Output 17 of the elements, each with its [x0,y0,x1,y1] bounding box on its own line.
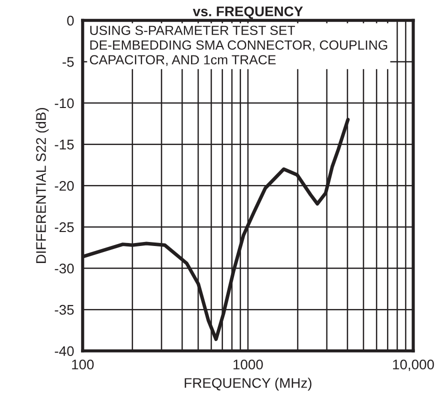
x-axis-title: FREQUENCY (MHz) [184,378,312,391]
annotation: DE-EMBEDDING SMA CONNECTOR, COUPLING CAPACITOR, AND 1cm TRACE [90,40,388,66]
y-tick-label: -35 [54,304,74,315]
y-tick-label: -40 [54,346,74,356]
x-tick-label: 100 [72,360,94,370]
y-tick-label: -15 [54,140,74,150]
y-tick-label: -30 [54,264,74,274]
y-tick-label: -10 [54,98,74,108]
y-axis-title: DIFFERENTIAL S22 (dB) [36,108,49,263]
y-tick-label: -25 [54,222,74,232]
annotation: USING S-PARAMETER TEST SET [90,26,295,36]
y-tick-label: -20 [54,180,74,191]
chart-title: vs. FREQUENCY [192,6,303,19]
y-tick-label: 0 [67,16,74,26]
x-tick-label: 1000 [234,360,263,370]
y-tick-label: -5 [62,57,74,67]
x-tick-label: 10,000 [393,360,434,372]
